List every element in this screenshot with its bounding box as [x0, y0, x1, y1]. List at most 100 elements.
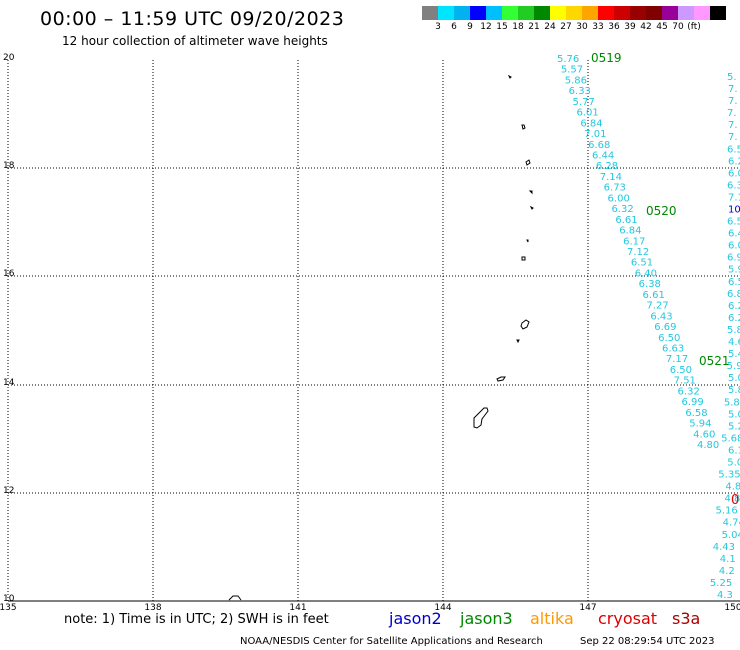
- color-scale-swatch: [710, 6, 726, 20]
- wave-height-value: 5.99: [728, 265, 740, 276]
- color-scale-swatch: [598, 6, 614, 20]
- wave-height-value: 5.82: [728, 385, 740, 396]
- wave-height-value: 6.84: [619, 226, 641, 237]
- wave-height-value: 6.19: [728, 445, 740, 456]
- wave-height-value: 6.99: [681, 397, 703, 408]
- color-scale-swatch: [678, 6, 694, 20]
- wave-height-value: 6.80: [727, 289, 740, 300]
- islands: [228, 74, 534, 601]
- map-grid: [7, 60, 740, 602]
- wave-height-value: 5.: [727, 72, 737, 83]
- island-outline: [507, 74, 512, 79]
- wave-height-value: 6.57: [728, 277, 740, 288]
- satellite-legend-item: jason3: [460, 609, 513, 628]
- wave-height-value: 7.12: [627, 247, 649, 258]
- island-outline: [496, 376, 506, 382]
- island-outline: [520, 319, 530, 330]
- wave-height-value: 6.61: [615, 215, 637, 226]
- wave-height-value: 5.76: [557, 54, 579, 65]
- latitude-label: 12: [3, 486, 15, 496]
- satellite-tracks: 5.765.575.866.335.776.016.847.016.686.44…: [557, 51, 740, 601]
- wave-height-value: 7.: [728, 84, 738, 95]
- wave-height-value: 5.86: [724, 397, 740, 408]
- wave-height-value: 4.3: [717, 590, 733, 601]
- wave-height-value: 6.01: [576, 108, 598, 119]
- satellite-legend-item: s3a: [672, 609, 701, 628]
- color-scale-swatch: [566, 6, 582, 20]
- wave-height-value: 6.0: [728, 168, 740, 179]
- color-scale-tick: 3: [435, 22, 441, 32]
- wave-height-value: 6.2: [728, 156, 740, 167]
- island-outline: [526, 239, 529, 243]
- map-subtitle: 12 hour collection of altimeter wave hei…: [62, 34, 328, 48]
- color-scale-tick: 24: [544, 22, 556, 32]
- wave-height-value: 6.22: [728, 313, 740, 324]
- wave-height-value: 6.23: [728, 301, 740, 312]
- longitude-label: 147: [579, 603, 597, 613]
- wave-height-value: 6.50: [658, 333, 680, 344]
- color-scale-swatch: [470, 6, 486, 20]
- color-scale-swatch: [614, 6, 630, 20]
- color-scale-tick: 30: [576, 22, 588, 32]
- color-scale-tick: 39: [624, 22, 636, 32]
- color-scale-tick: 6: [451, 22, 457, 32]
- color-scale-swatch: [534, 6, 550, 20]
- wave-height-value: 7.01: [584, 129, 606, 140]
- color-scale-swatch: [486, 6, 502, 20]
- wave-height-value: 6.61: [643, 290, 665, 301]
- wave-height-value: 7.14: [600, 172, 622, 183]
- longitude-label: 144: [434, 603, 452, 613]
- wave-height-value: 7.: [728, 120, 738, 131]
- legend-note: note: 1) Time is in UTC; 2) SWH is in fe…: [64, 612, 329, 627]
- island-outline: [228, 595, 242, 601]
- pass-time-label: 0520: [646, 204, 677, 218]
- color-scale-swatch: [422, 6, 438, 20]
- wave-height-value: 6.69: [654, 322, 676, 333]
- wave-height-value: 6.33: [569, 86, 591, 97]
- latitude-label: 14: [3, 378, 15, 388]
- wave-height-value: 4.80: [697, 440, 719, 451]
- wave-height-value: 5.94: [689, 419, 711, 430]
- color-scale-tick: 36: [608, 22, 620, 32]
- wave-height-value: 6.5: [727, 144, 740, 155]
- wave-height-value: 5.05: [728, 409, 740, 420]
- wave-height-value: 6.95: [727, 253, 740, 264]
- wave-height-value: 6.43: [650, 311, 672, 322]
- wave-height-value: 5.68: [721, 433, 740, 444]
- pass-time-label: 0519: [591, 51, 622, 65]
- wave-height-value: 5.00: [728, 373, 740, 384]
- wave-height-value: 4.80: [725, 482, 740, 493]
- island-outline: [521, 256, 526, 261]
- longitude-label: 141: [289, 603, 307, 613]
- wave-height-value: 6.32: [611, 204, 633, 215]
- wave-height-value: 4.2: [719, 566, 735, 577]
- wave-height-value: 6.06: [728, 241, 740, 252]
- wave-height-value: 6.51: [631, 258, 653, 269]
- color-scale-tick: 45: [656, 22, 668, 32]
- island-outline: [529, 205, 534, 210]
- island-outline: [516, 339, 520, 344]
- color-scale-tick: 12: [480, 22, 492, 32]
- wave-height-value: 6.32: [678, 386, 700, 397]
- color-scale-swatch: [646, 6, 662, 20]
- wave-height-value: 7.15: [728, 192, 740, 203]
- wave-height-value: 10.48: [728, 205, 740, 216]
- wave-height-value: 6.40: [635, 268, 657, 279]
- color-scale-swatch: [630, 6, 646, 20]
- footer-credit: NOAA/NESDIS Center for Satellite Applica…: [240, 636, 543, 647]
- wave-height-value: 5.86: [565, 75, 587, 86]
- wave-height-value: 7.17: [666, 354, 688, 365]
- wave-height-value: 4.60: [693, 429, 715, 440]
- wave-height-value: 5.35: [718, 470, 740, 481]
- island-outline: [521, 124, 526, 130]
- wave-height-value: 6.73: [604, 183, 626, 194]
- latitude-label: 20: [3, 53, 15, 63]
- color-scale-tick: (ft): [687, 22, 701, 32]
- longitude-label: 135: [0, 603, 17, 613]
- wave-height-value: 6.38: [639, 279, 661, 290]
- island-outline: [528, 190, 533, 195]
- color-scale-tick: 21: [528, 22, 540, 32]
- wave-height-value: 5.05: [727, 457, 740, 468]
- color-scale-swatch: [582, 6, 598, 20]
